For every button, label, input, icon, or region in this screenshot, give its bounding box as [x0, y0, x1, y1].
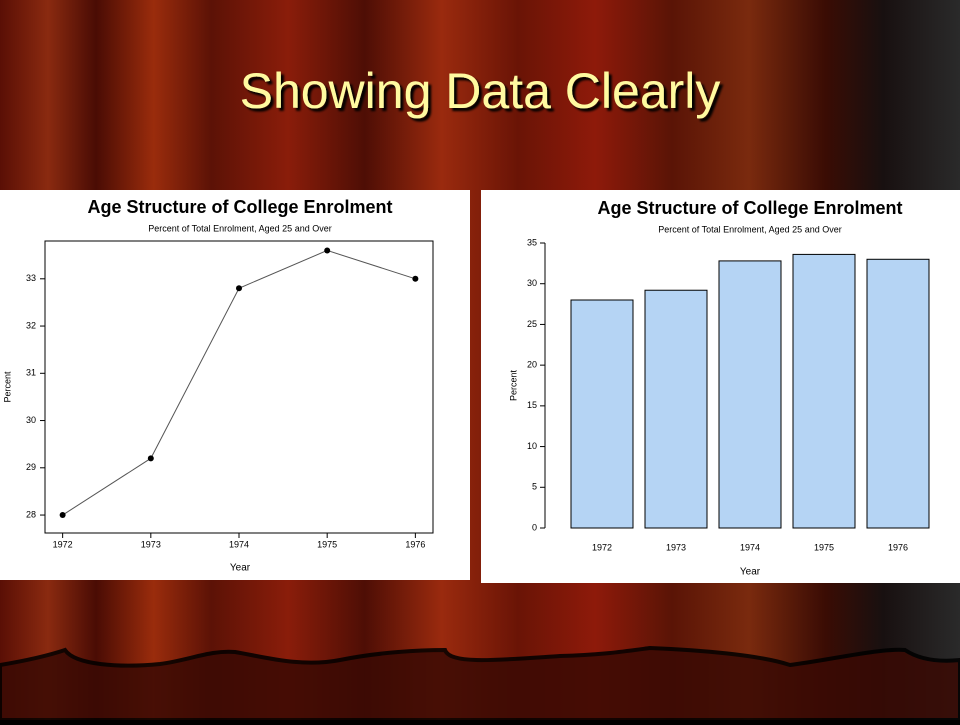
- bar: [570, 299, 634, 529]
- x-tick-label: 1975: [814, 542, 834, 552]
- y-tick-label: 31: [26, 368, 36, 378]
- y-tick-label: 32: [26, 320, 36, 330]
- data-point: [412, 275, 419, 282]
- data-point: [324, 247, 331, 254]
- x-axis-label: Year: [740, 567, 761, 578]
- x-tick-label: 1974: [740, 542, 760, 552]
- chart-subtitle: Percent of Total Enrolment, Aged 25 and …: [658, 224, 841, 234]
- x-tick-label: 1972: [53, 539, 73, 549]
- y-tick-label: 20: [527, 360, 537, 370]
- y-axis-label: Percent: [2, 371, 12, 403]
- data-point: [59, 512, 66, 519]
- y-tick-label: 28: [26, 509, 36, 519]
- y-tick-label: 25: [527, 319, 537, 329]
- x-tick-label: 1974: [229, 539, 249, 549]
- chart-title: Age Structure of College Enrolment: [87, 197, 392, 217]
- x-tick-label: 1976: [888, 542, 908, 552]
- y-tick-label: 35: [527, 237, 537, 247]
- y-tick-label: 30: [527, 278, 537, 288]
- x-tick-label: 1973: [666, 542, 686, 552]
- y-tick-label: 29: [26, 462, 36, 472]
- bar: [718, 260, 782, 529]
- y-tick-label: 5: [532, 482, 537, 492]
- slide-title: Showing Data Clearly: [240, 63, 721, 119]
- data-point: [147, 455, 154, 462]
- x-tick-label: 1972: [592, 542, 612, 552]
- x-tick-label: 1975: [317, 539, 337, 549]
- data-point: [236, 285, 242, 292]
- y-tick-label: 30: [26, 415, 36, 425]
- bar: [644, 289, 708, 529]
- y-tick-label: 10: [527, 441, 537, 451]
- y-axis-label: Percent: [508, 369, 518, 401]
- chart-subtitle: Percent of Total Enrolment, Aged 25 and …: [148, 223, 331, 233]
- charts: Age Structure of College Enrolment Percen…: [2, 197, 930, 578]
- bar: [866, 258, 930, 529]
- x-axis-label: Year: [230, 563, 251, 574]
- y-tick-label: 15: [527, 400, 537, 410]
- x-tick-label: 1976: [405, 539, 425, 549]
- x-tick-label: 1973: [141, 539, 161, 549]
- chart-panel: [0, 190, 470, 580]
- chart-title: Age Structure of College Enrolment: [597, 198, 902, 218]
- curtain-valance: [0, 645, 960, 722]
- bar: [792, 253, 856, 529]
- y-tick-label: 33: [26, 273, 36, 283]
- y-tick-label: 0: [532, 522, 537, 532]
